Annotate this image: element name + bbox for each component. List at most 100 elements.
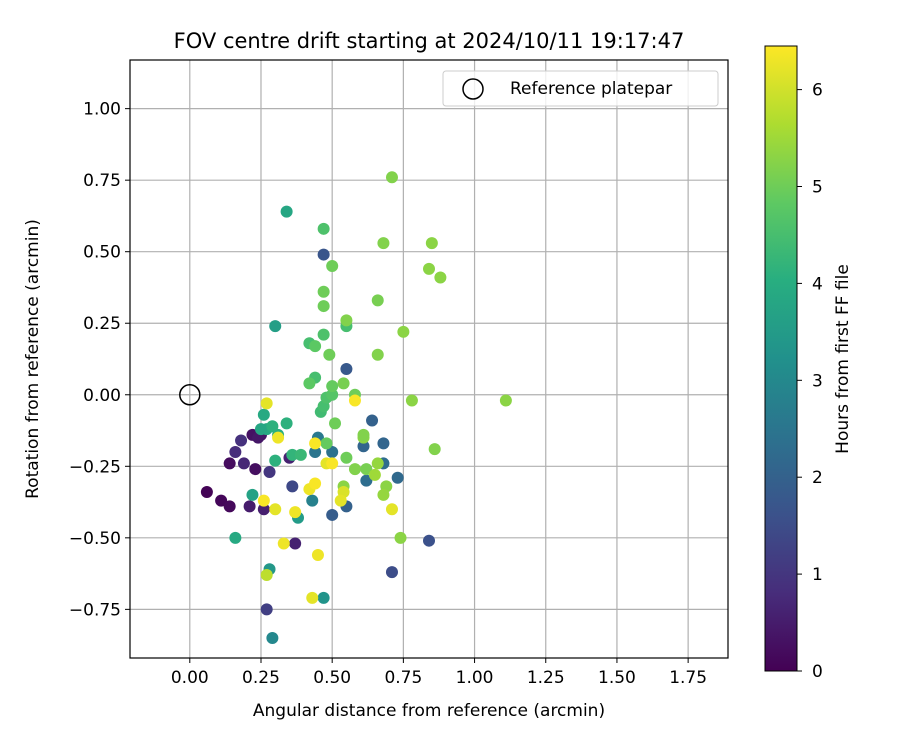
data-point — [306, 494, 319, 507]
data-point — [317, 591, 330, 604]
legend: Reference platepar — [442, 70, 719, 107]
colorbar-ticks: 0 1 2 3 4 5 6 — [797, 81, 823, 682]
data-point — [326, 445, 339, 458]
y-tick-label: 0.00 — [83, 386, 121, 406]
data-point — [294, 448, 307, 461]
data-point — [260, 569, 273, 582]
data-point — [377, 237, 390, 250]
x-tick-label: 0.50 — [313, 668, 351, 688]
data-point — [428, 443, 441, 456]
data-point — [326, 388, 339, 401]
colorbar-tick-label: 0 — [812, 662, 823, 682]
colorbar-tick-label: 3 — [812, 371, 823, 391]
data-point — [317, 328, 330, 341]
data-point — [237, 457, 250, 470]
data-point — [385, 171, 398, 184]
data-point — [394, 531, 407, 544]
y-tick-label: 1.00 — [83, 100, 121, 120]
x-tick-label: 0.25 — [242, 668, 280, 688]
colorbar-label: Hours from first FF file — [833, 264, 853, 454]
reference-marker-layer — [179, 384, 201, 406]
data-point — [340, 314, 353, 327]
data-point — [309, 445, 322, 458]
data-point — [385, 503, 398, 516]
data-point — [326, 508, 339, 521]
data-point — [246, 488, 259, 501]
data-point — [257, 503, 270, 516]
legend-label: Reference platepar — [510, 79, 672, 99]
data-point — [303, 377, 316, 390]
data-point — [229, 445, 242, 458]
data-point — [360, 463, 373, 476]
data-point — [320, 437, 333, 450]
data-point — [357, 440, 370, 453]
x-tick-label: 1.75 — [669, 668, 707, 688]
x-tick-label: 0.00 — [171, 668, 209, 688]
y-tick-label: 0.50 — [83, 243, 121, 263]
data-point — [260, 603, 273, 616]
data-point — [317, 285, 330, 298]
data-point — [357, 428, 370, 441]
data-point — [397, 325, 410, 338]
x-tick-label: 0.75 — [384, 668, 422, 688]
y-tick-label: −0.25 — [69, 457, 121, 477]
y-tick-label: −0.75 — [69, 600, 121, 620]
data-point — [289, 537, 302, 550]
colorbar-tick-label: 2 — [812, 468, 823, 488]
data-point — [317, 248, 330, 261]
data-point — [337, 377, 350, 390]
data-point — [317, 300, 330, 313]
data-point — [215, 494, 228, 507]
data-point — [269, 454, 282, 467]
data-point — [200, 486, 213, 499]
data-point — [326, 380, 339, 393]
y-tick-label: −0.50 — [69, 529, 121, 549]
data-point — [243, 500, 256, 513]
y-tick-label: 0.75 — [83, 171, 121, 191]
data-point — [223, 500, 236, 513]
data-point — [423, 262, 435, 275]
data-point — [286, 448, 299, 461]
data-points — [200, 171, 512, 644]
x-tick-label: 1.25 — [527, 668, 565, 688]
data-point — [263, 466, 276, 479]
data-point — [269, 503, 282, 516]
data-point — [377, 488, 390, 501]
data-point — [368, 468, 381, 481]
data-point — [260, 397, 273, 410]
colorbar-gradient — [764, 45, 798, 672]
data-point — [280, 417, 293, 430]
x-tick-label: 1.00 — [456, 668, 494, 688]
data-point — [340, 363, 353, 376]
data-point — [289, 506, 302, 519]
data-point — [371, 457, 384, 470]
data-point — [385, 566, 398, 579]
colorbar: 0 1 2 3 4 5 6 Hours from first FF file — [764, 45, 853, 682]
colorbar-tick-label: 4 — [812, 274, 823, 294]
data-point — [269, 320, 282, 333]
data-point — [340, 451, 353, 464]
x-axis-label: Angular distance from reference (arcmin) — [253, 701, 605, 721]
data-point — [309, 437, 322, 450]
data-point — [326, 457, 339, 470]
y-axis-ticks: −0.75 −0.50 −0.25 0.00 0.25 0.50 0.75 1.00 — [69, 100, 130, 620]
colorbar-tick-label: 6 — [812, 81, 823, 101]
plot-frame — [129, 59, 729, 659]
data-point — [223, 457, 236, 470]
data-point — [334, 494, 347, 507]
data-point — [311, 548, 324, 561]
x-axis-ticks: 0.00 0.25 0.50 0.75 1.00 1.25 1.50 1.75 — [171, 658, 707, 688]
legend-marker — [462, 78, 484, 100]
y-axis-label: Rotation from reference (arcmin) — [23, 219, 43, 499]
colorbar-tick-label: 1 — [812, 565, 823, 585]
data-point — [423, 534, 435, 547]
data-point — [309, 340, 322, 353]
chart-title: FOV centre drift starting at 2024/10/11 … — [174, 29, 685, 53]
data-point — [280, 205, 293, 218]
data-point — [266, 420, 279, 433]
data-point — [306, 591, 319, 604]
data-point — [323, 348, 336, 361]
data-point — [371, 294, 384, 307]
data-point — [366, 414, 379, 427]
